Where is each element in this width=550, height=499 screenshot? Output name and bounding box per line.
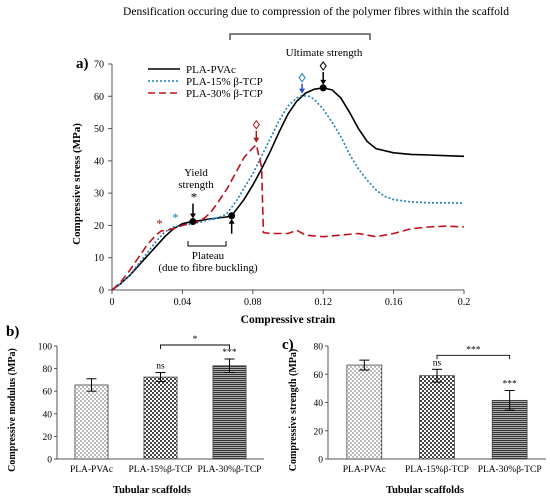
bar-pla-pvac <box>74 384 109 460</box>
category-label: PLA-30%β-TCP <box>478 465 542 475</box>
ultimate-point <box>319 84 327 92</box>
y-axis-label-a: Compressive stress (MPa) <box>71 123 83 245</box>
y-tick-label-a: 10 <box>94 253 104 264</box>
category-label: PLA-15%β-TCP <box>405 465 469 475</box>
ultimate-diamond-black <box>319 61 327 71</box>
bar-pla-15-tcp <box>419 375 455 460</box>
yield-point <box>228 212 236 220</box>
y-axis-label-b: Compressive modulus (MPa) <box>7 348 18 472</box>
ultimate-diamond-red <box>252 119 260 130</box>
y-tick-label: 80 <box>314 343 324 353</box>
y-tick-label-a: 60 <box>94 92 104 103</box>
yield-asterisk-blue: * <box>172 210 179 225</box>
y-tick-label-a: 20 <box>94 221 104 232</box>
densification-bracket <box>229 33 371 40</box>
plateau-arrowhead <box>228 218 235 224</box>
yield-arrowhead <box>189 213 196 219</box>
x-axis-label-c: Tubular scaffolds <box>386 485 464 496</box>
bracket-significance-label: *** <box>466 345 481 355</box>
y-axis-label-c: Compressive strength (MPa) <box>288 349 299 471</box>
legend-label-pla-30-tcp: PLA-30% β-TCP <box>186 88 263 100</box>
y-tick-label: 100 <box>38 343 53 353</box>
y-tick-label: 80 <box>43 365 53 375</box>
x-tick-label-a: 0 <box>110 297 115 308</box>
y-tick-label: 40 <box>314 399 324 409</box>
bar-pla-30-tcp <box>212 365 247 460</box>
x-axis-label-b: Tubular scaffolds <box>113 485 191 496</box>
significance-label: ns <box>433 358 442 368</box>
bar-pla-15-tcp <box>143 376 178 460</box>
densification-annotation: Densification occuring due to compressio… <box>123 6 509 18</box>
y-tick-label-a: 30 <box>94 189 104 200</box>
yield-asterisk-red: * <box>156 216 163 231</box>
y-tick-label: 60 <box>314 371 324 381</box>
y-tick-label: 40 <box>43 410 53 420</box>
y-tick-label: 20 <box>314 427 324 437</box>
panel-label-a: a) <box>76 56 89 72</box>
significance-label: ns <box>156 362 165 372</box>
legend: PLA-PVAc PLA-15% β-TCP PLA-30% β-TCP <box>148 64 263 100</box>
legend-label-pla-15-tcp: PLA-15% β-TCP <box>186 76 263 88</box>
significance-label: *** <box>503 379 518 389</box>
bracket-significance-label: * <box>193 335 198 345</box>
y-tick-label: 60 <box>43 388 53 398</box>
panel-label-b: b) <box>6 324 19 340</box>
category-label: PLA-PVAc <box>70 465 113 475</box>
yield-asterisk-marker: * <box>191 190 198 205</box>
significance-label: *** <box>222 348 237 358</box>
x-tick-label-a: 0.2 <box>458 297 471 308</box>
x-tick-label-a: 0.08 <box>244 297 262 308</box>
ultimate-diamond-blue <box>298 72 306 83</box>
yield-point <box>189 218 197 226</box>
plateau-point-red: • <box>202 214 206 226</box>
category-label: PLA-30%β-TCP <box>198 465 262 475</box>
category-label: PLA-PVAc <box>343 465 386 475</box>
significance-bracket <box>160 344 230 349</box>
yield-strength-label-line2: strength <box>178 179 214 191</box>
y-tick-label-a: 40 <box>94 156 104 167</box>
yield-strength-label-line1: Yield <box>184 167 208 179</box>
series-line-pla-15-tcp <box>111 94 465 291</box>
series-line-pla-30-tcp <box>111 143 465 291</box>
x-tick-label-a: 0.04 <box>174 297 192 308</box>
ultimate-arrowhead-red <box>253 137 260 143</box>
plateau-label-line1: Plateau <box>192 250 225 262</box>
legend-label-pla-pvac: PLA-PVAc <box>186 64 236 76</box>
y-tick-label-a: 50 <box>94 124 104 135</box>
y-tick-label-a: 0 <box>99 286 104 297</box>
y-tick-label-a: 70 <box>94 60 104 71</box>
stress-strain-chart: a) Densification occuring due to compres… <box>71 6 509 326</box>
plateau-point-blue: • <box>212 214 216 226</box>
plateau-bracket <box>187 241 227 247</box>
series-line-pla-pvac <box>111 87 465 291</box>
ultimate-arrowhead-black <box>320 79 327 85</box>
bar-pla-pvac <box>346 364 383 460</box>
y-tick-label: 20 <box>43 433 53 443</box>
plateau-label-line2: (due to fibre buckling) <box>158 262 258 274</box>
significance-bracket <box>436 354 511 360</box>
x-tick-label-a: 0.12 <box>314 297 332 308</box>
compressive-modulus-chart: b) Compressive modulus (MPa) Tubular sca… <box>6 324 264 496</box>
y-tick-label: 0 <box>318 456 323 466</box>
x-axis-label-a: Compressive strain <box>241 314 336 326</box>
panel-label-c: c) <box>282 337 294 353</box>
ultimate-strength-label: Ultimate strength <box>286 47 363 59</box>
category-label: PLA-15%β-TCP <box>129 465 193 475</box>
y-tick-label: 0 <box>47 456 52 466</box>
ultimate-arrowhead-blue <box>299 88 306 94</box>
compressive-strength-chart: c) Compressive strength (MPa) Tubular sc… <box>282 337 546 496</box>
x-tick-label-a: 0.16 <box>385 297 403 308</box>
